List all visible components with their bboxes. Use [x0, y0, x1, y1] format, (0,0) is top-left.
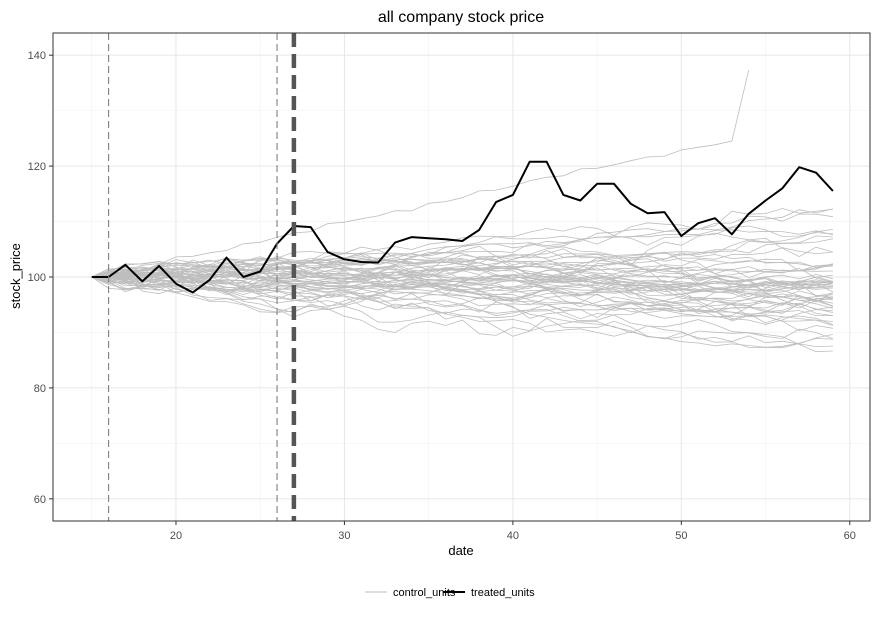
- control-unit-line: [91, 276, 834, 309]
- control-unit-line: [91, 271, 833, 312]
- x-tick-label: 50: [675, 530, 687, 542]
- legend-label: treated_units: [471, 587, 535, 599]
- x-axis-title: date: [448, 543, 473, 558]
- control-unit-line: [91, 276, 833, 304]
- control-unit-line: [91, 260, 833, 283]
- control-unit-line: [91, 229, 833, 281]
- control-unit-line: [91, 272, 833, 353]
- control-unit-line: [91, 245, 833, 316]
- x-tick-label: 20: [170, 530, 182, 542]
- x-axis: 20 30 40 50 60: [170, 521, 856, 542]
- control-unit-line: [91, 264, 833, 289]
- treated-series: [91, 160, 834, 294]
- y-tick-label: 140: [28, 50, 46, 62]
- control-unit-line: [91, 274, 833, 307]
- y-axis: 60 80 100 120 140: [28, 50, 53, 506]
- chart-title: all company stock price: [378, 9, 544, 26]
- control-unit-line: [91, 266, 834, 325]
- y-tick-label: 120: [28, 161, 46, 173]
- treated-unit-line: [91, 160, 834, 294]
- control-unit-line: [91, 255, 834, 289]
- control-unit-line: [91, 262, 833, 286]
- y-axis-title: stock_price: [8, 243, 23, 309]
- reference-lines: [108, 33, 297, 521]
- x-tick-label: 60: [844, 530, 856, 542]
- control-unit-line: [91, 276, 833, 321]
- control-unit-line: [91, 246, 834, 293]
- y-tick-label: 60: [34, 494, 46, 506]
- control-unit-line: [91, 273, 834, 339]
- control-unit-line: [91, 276, 833, 349]
- x-tick-label: 30: [338, 530, 350, 542]
- control-unit-line: [91, 252, 833, 281]
- control-unit-line: [91, 276, 833, 348]
- control-unit-line: [91, 70, 750, 278]
- control-series: [91, 70, 834, 353]
- y-tick-label: 100: [28, 272, 46, 284]
- legend-label: control_units: [393, 587, 456, 599]
- x-tick-label: 40: [507, 530, 519, 542]
- control-unit-line: [91, 238, 833, 278]
- y-tick-label: 80: [34, 383, 46, 395]
- control-unit-line: [91, 274, 833, 322]
- plot-panel: [52, 32, 871, 522]
- legend: control_units treated_units: [365, 587, 535, 599]
- control-unit-line: [91, 273, 834, 326]
- control-unit-line: [91, 257, 833, 285]
